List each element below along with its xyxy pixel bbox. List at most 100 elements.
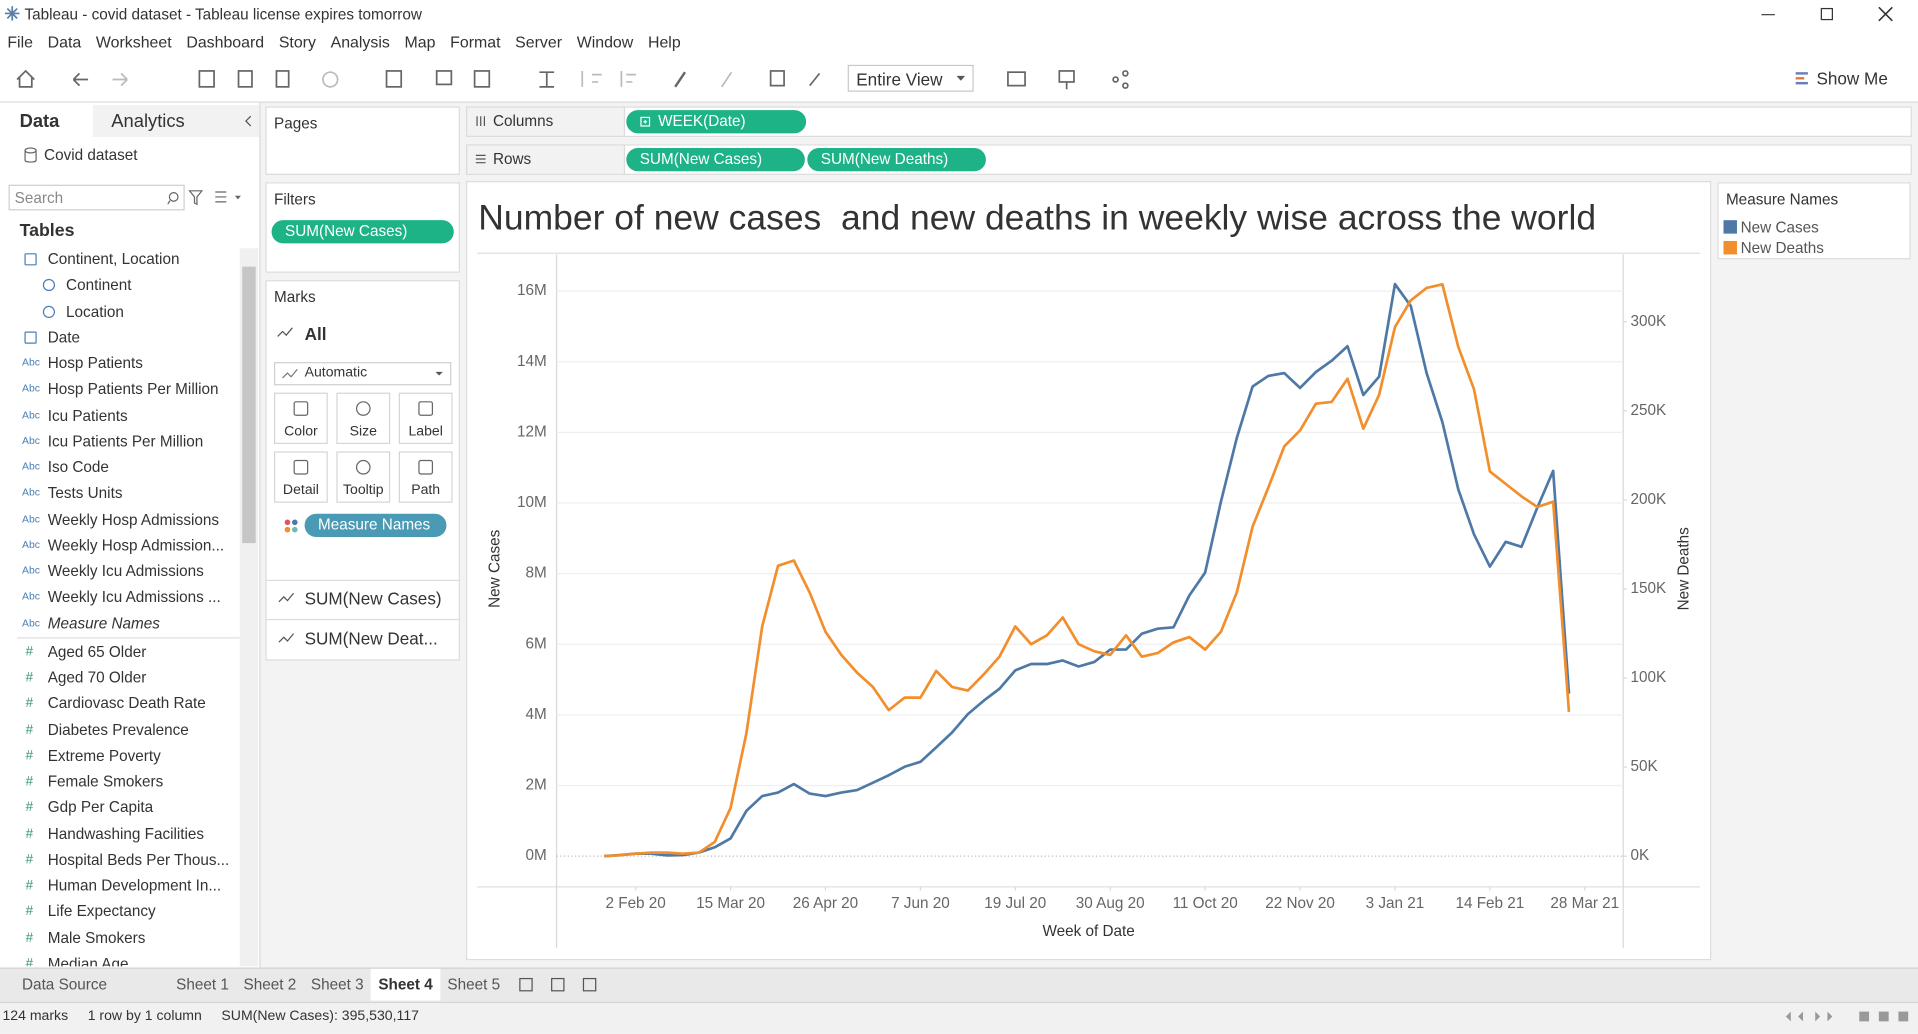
field-icon: Abc (22, 407, 40, 421)
field[interactable]: Hospital Beds Per Thous... (47, 851, 230, 869)
field[interactable]: Weekly Hosp Admissions (47, 510, 220, 528)
rows-pill[interactable]: SUM(New Cases) (626, 148, 805, 172)
legend-title: Measure Names (1725, 190, 1839, 208)
field-icon: # (25, 852, 34, 867)
measure-card[interactable]: SUM(New Deat... (304, 628, 438, 649)
field[interactable]: Weekly Icu Admissions ... (47, 588, 221, 606)
legend (1717, 182, 1911, 260)
mark-type-icons (282, 369, 443, 379)
field[interactable]: Diabetes Prevalence (47, 721, 189, 739)
field[interactable]: Tests Units (47, 484, 123, 502)
mark-button[interactable]: Path (398, 451, 453, 503)
legend-swatch (1723, 220, 1737, 234)
sheet-tab[interactable]: Sheet 2 (243, 976, 297, 994)
mark-type-dropdown[interactable] (273, 362, 452, 386)
mark-button[interactable]: Detail (273, 451, 328, 503)
field-icon: # (25, 670, 34, 685)
field-icon: # (25, 904, 34, 919)
field[interactable]: Icu Patients (47, 406, 128, 424)
field-icon: # (25, 722, 34, 737)
field[interactable]: Weekly Icu Admissions (47, 562, 204, 580)
search-box[interactable] (8, 184, 185, 211)
color-pill[interactable]: Measure Names (304, 513, 447, 537)
field[interactable]: Continent (66, 276, 132, 294)
field-icon (24, 253, 37, 266)
legend-label[interactable]: New Cases (1740, 218, 1819, 237)
field[interactable]: Continent, Location (47, 250, 180, 268)
fit-dropdown[interactable] (847, 64, 974, 92)
menu-item[interactable]: Story (278, 32, 316, 51)
field[interactable]: Aged 65 Older (47, 643, 147, 661)
toolbar-icons[interactable] (0, 55, 1150, 101)
field[interactable]: Iso Code (47, 458, 109, 476)
field[interactable]: Icu Patients Per Million (47, 432, 204, 450)
field[interactable]: Date (47, 328, 81, 346)
field[interactable]: Hosp Patients (47, 354, 143, 372)
mark-button[interactable]: Size (336, 392, 391, 445)
marks-all[interactable]: All (304, 324, 327, 344)
field[interactable]: Female Smokers (47, 773, 164, 791)
datasource-name[interactable]: Covid dataset (44, 146, 138, 164)
sheet-tab[interactable]: Data Source (22, 976, 108, 994)
status-item: 124 marks (2, 1009, 69, 1024)
mark-button[interactable]: Color (273, 392, 328, 445)
field[interactable]: Measure Names (47, 614, 160, 632)
menu-item[interactable]: Map (404, 32, 436, 51)
menu-item[interactable]: Worksheet (95, 32, 172, 51)
field[interactable]: Median Age (47, 955, 129, 967)
show-me-icon (1795, 72, 1808, 85)
menu-item[interactable]: Analysis (330, 32, 390, 51)
field[interactable]: Hosp Patients Per Million (47, 380, 219, 398)
measure-card[interactable]: SUM(New Cases) (304, 588, 442, 608)
field[interactable]: Cardiovasc Death Rate (47, 695, 206, 713)
field[interactable]: Gdp Per Capita (47, 799, 154, 817)
rows-label: Rows (492, 150, 532, 168)
menu-item[interactable]: File (7, 32, 33, 51)
field[interactable]: Aged 70 Older (47, 669, 147, 687)
collapse-icon[interactable] (243, 115, 253, 127)
filter-pill[interactable]: SUM(New Cases) (271, 220, 454, 244)
new-sheet-icons[interactable] (519, 976, 605, 993)
mark-button[interactable]: Label (398, 392, 453, 445)
menu-item[interactable]: Data (47, 32, 82, 51)
mark-button[interactable]: Tooltip (336, 451, 391, 503)
field[interactable]: Extreme Poverty (47, 747, 161, 765)
mark-button-label: Color (284, 424, 318, 440)
rows-pill[interactable]: SUM(New Deaths) (807, 148, 986, 172)
data-pane (0, 102, 261, 968)
field[interactable]: Location (66, 302, 124, 320)
status-controls[interactable] (1783, 1009, 1911, 1024)
mark-button-icon (355, 401, 371, 416)
menu-item[interactable]: Dashboard (186, 32, 265, 51)
field[interactable]: Life Expectancy (47, 903, 156, 921)
analytics-tab[interactable]: Analytics (111, 111, 185, 133)
sheet-tabs: Data Source Sheet 1 Sheet 2 Sheet 3 Sheet 4 S… (0, 968, 507, 1002)
menu-item[interactable]: Window (576, 32, 634, 51)
show-me[interactable]: Show Me (1816, 68, 1888, 89)
window-controls[interactable] (1749, 2, 1908, 26)
sheet-tab[interactable]: Sheet 4 (370, 968, 441, 1001)
field[interactable]: Handwashing Facilities (47, 825, 205, 843)
sheet-tab[interactable]: Sheet 3 (310, 976, 364, 994)
legend-label[interactable]: New Deaths (1740, 239, 1824, 257)
field[interactable]: Human Development In... (47, 877, 222, 895)
data-tab[interactable]: Data (19, 111, 60, 133)
dropdown-arrow (956, 75, 966, 81)
menu-item[interactable]: Format (450, 32, 501, 51)
field-icon: Abc (22, 381, 40, 395)
marks-label: Marks (273, 288, 316, 306)
scrollbar-thumb[interactable] (242, 266, 256, 544)
menu-item[interactable]: Server (515, 32, 563, 51)
sheet-tab[interactable]: Sheet 1 (176, 976, 229, 994)
field[interactable]: Weekly Hosp Admission... (47, 536, 225, 554)
field[interactable]: Male Smokers (47, 929, 146, 947)
menu-item[interactable]: Help (647, 32, 681, 51)
columns-pill[interactable]: WEEK(Date) (626, 110, 807, 134)
separator (17, 636, 240, 638)
mark-button-icon (293, 459, 309, 475)
search-tools[interactable] (167, 190, 241, 207)
sheet-tab[interactable]: Sheet 5 (447, 976, 501, 994)
mark-button-label: Label (408, 424, 443, 440)
field-icon: Abc (22, 433, 40, 447)
